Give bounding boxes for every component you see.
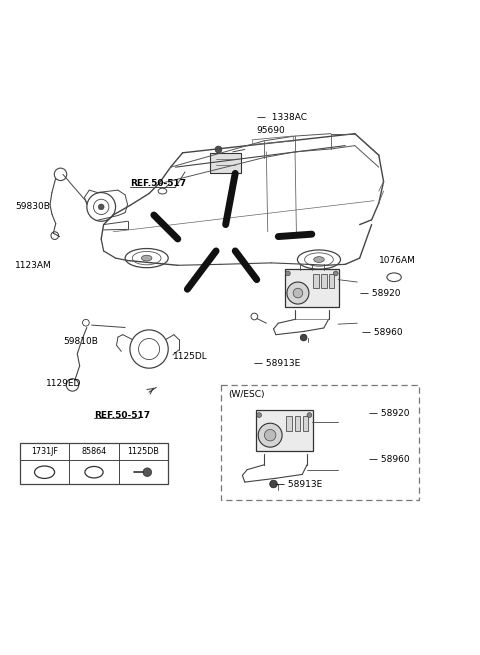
Text: 95690: 95690: [257, 126, 286, 135]
FancyBboxPatch shape: [285, 269, 339, 307]
Text: 59810B: 59810B: [63, 337, 98, 346]
Ellipse shape: [314, 257, 324, 263]
Bar: [287, 416, 292, 432]
Text: — 58960: — 58960: [362, 328, 403, 337]
Text: 1129ED: 1129ED: [46, 379, 82, 388]
Text: 85864: 85864: [82, 447, 107, 457]
Circle shape: [215, 146, 222, 153]
Bar: [328, 274, 334, 288]
Circle shape: [300, 334, 307, 341]
Text: 59830B: 59830B: [15, 202, 50, 212]
Text: 1731JF: 1731JF: [31, 447, 58, 457]
Text: 1125DB: 1125DB: [128, 447, 159, 457]
Bar: [295, 416, 300, 432]
Circle shape: [307, 413, 312, 417]
Text: REF.50-517: REF.50-517: [130, 179, 186, 189]
Bar: [303, 416, 309, 432]
Bar: [20, 443, 168, 484]
Text: — 58960: — 58960: [369, 455, 410, 464]
Circle shape: [286, 271, 290, 276]
Circle shape: [287, 282, 309, 304]
Text: — 58913E: — 58913E: [254, 359, 300, 368]
Circle shape: [293, 288, 303, 298]
Circle shape: [264, 430, 276, 441]
Text: —  1338AC: — 1338AC: [257, 113, 307, 122]
Ellipse shape: [142, 255, 152, 261]
Circle shape: [270, 480, 277, 488]
Text: 1076AM: 1076AM: [379, 256, 416, 265]
FancyBboxPatch shape: [256, 410, 313, 451]
Text: 1123AM: 1123AM: [15, 261, 52, 270]
Bar: [313, 274, 319, 288]
Circle shape: [258, 423, 282, 447]
Text: — 58913E: — 58913E: [276, 480, 322, 489]
FancyBboxPatch shape: [210, 153, 241, 174]
Text: 1125DL: 1125DL: [173, 352, 208, 361]
Text: (W/ESC): (W/ESC): [228, 390, 264, 399]
Bar: [321, 274, 326, 288]
Circle shape: [257, 413, 262, 417]
Text: — 58920: — 58920: [369, 409, 410, 418]
Text: REF.50-517: REF.50-517: [94, 411, 150, 420]
Circle shape: [333, 271, 338, 276]
Bar: [221, 385, 420, 500]
Text: — 58920: — 58920: [360, 290, 400, 299]
Circle shape: [143, 468, 152, 477]
Circle shape: [98, 204, 104, 210]
